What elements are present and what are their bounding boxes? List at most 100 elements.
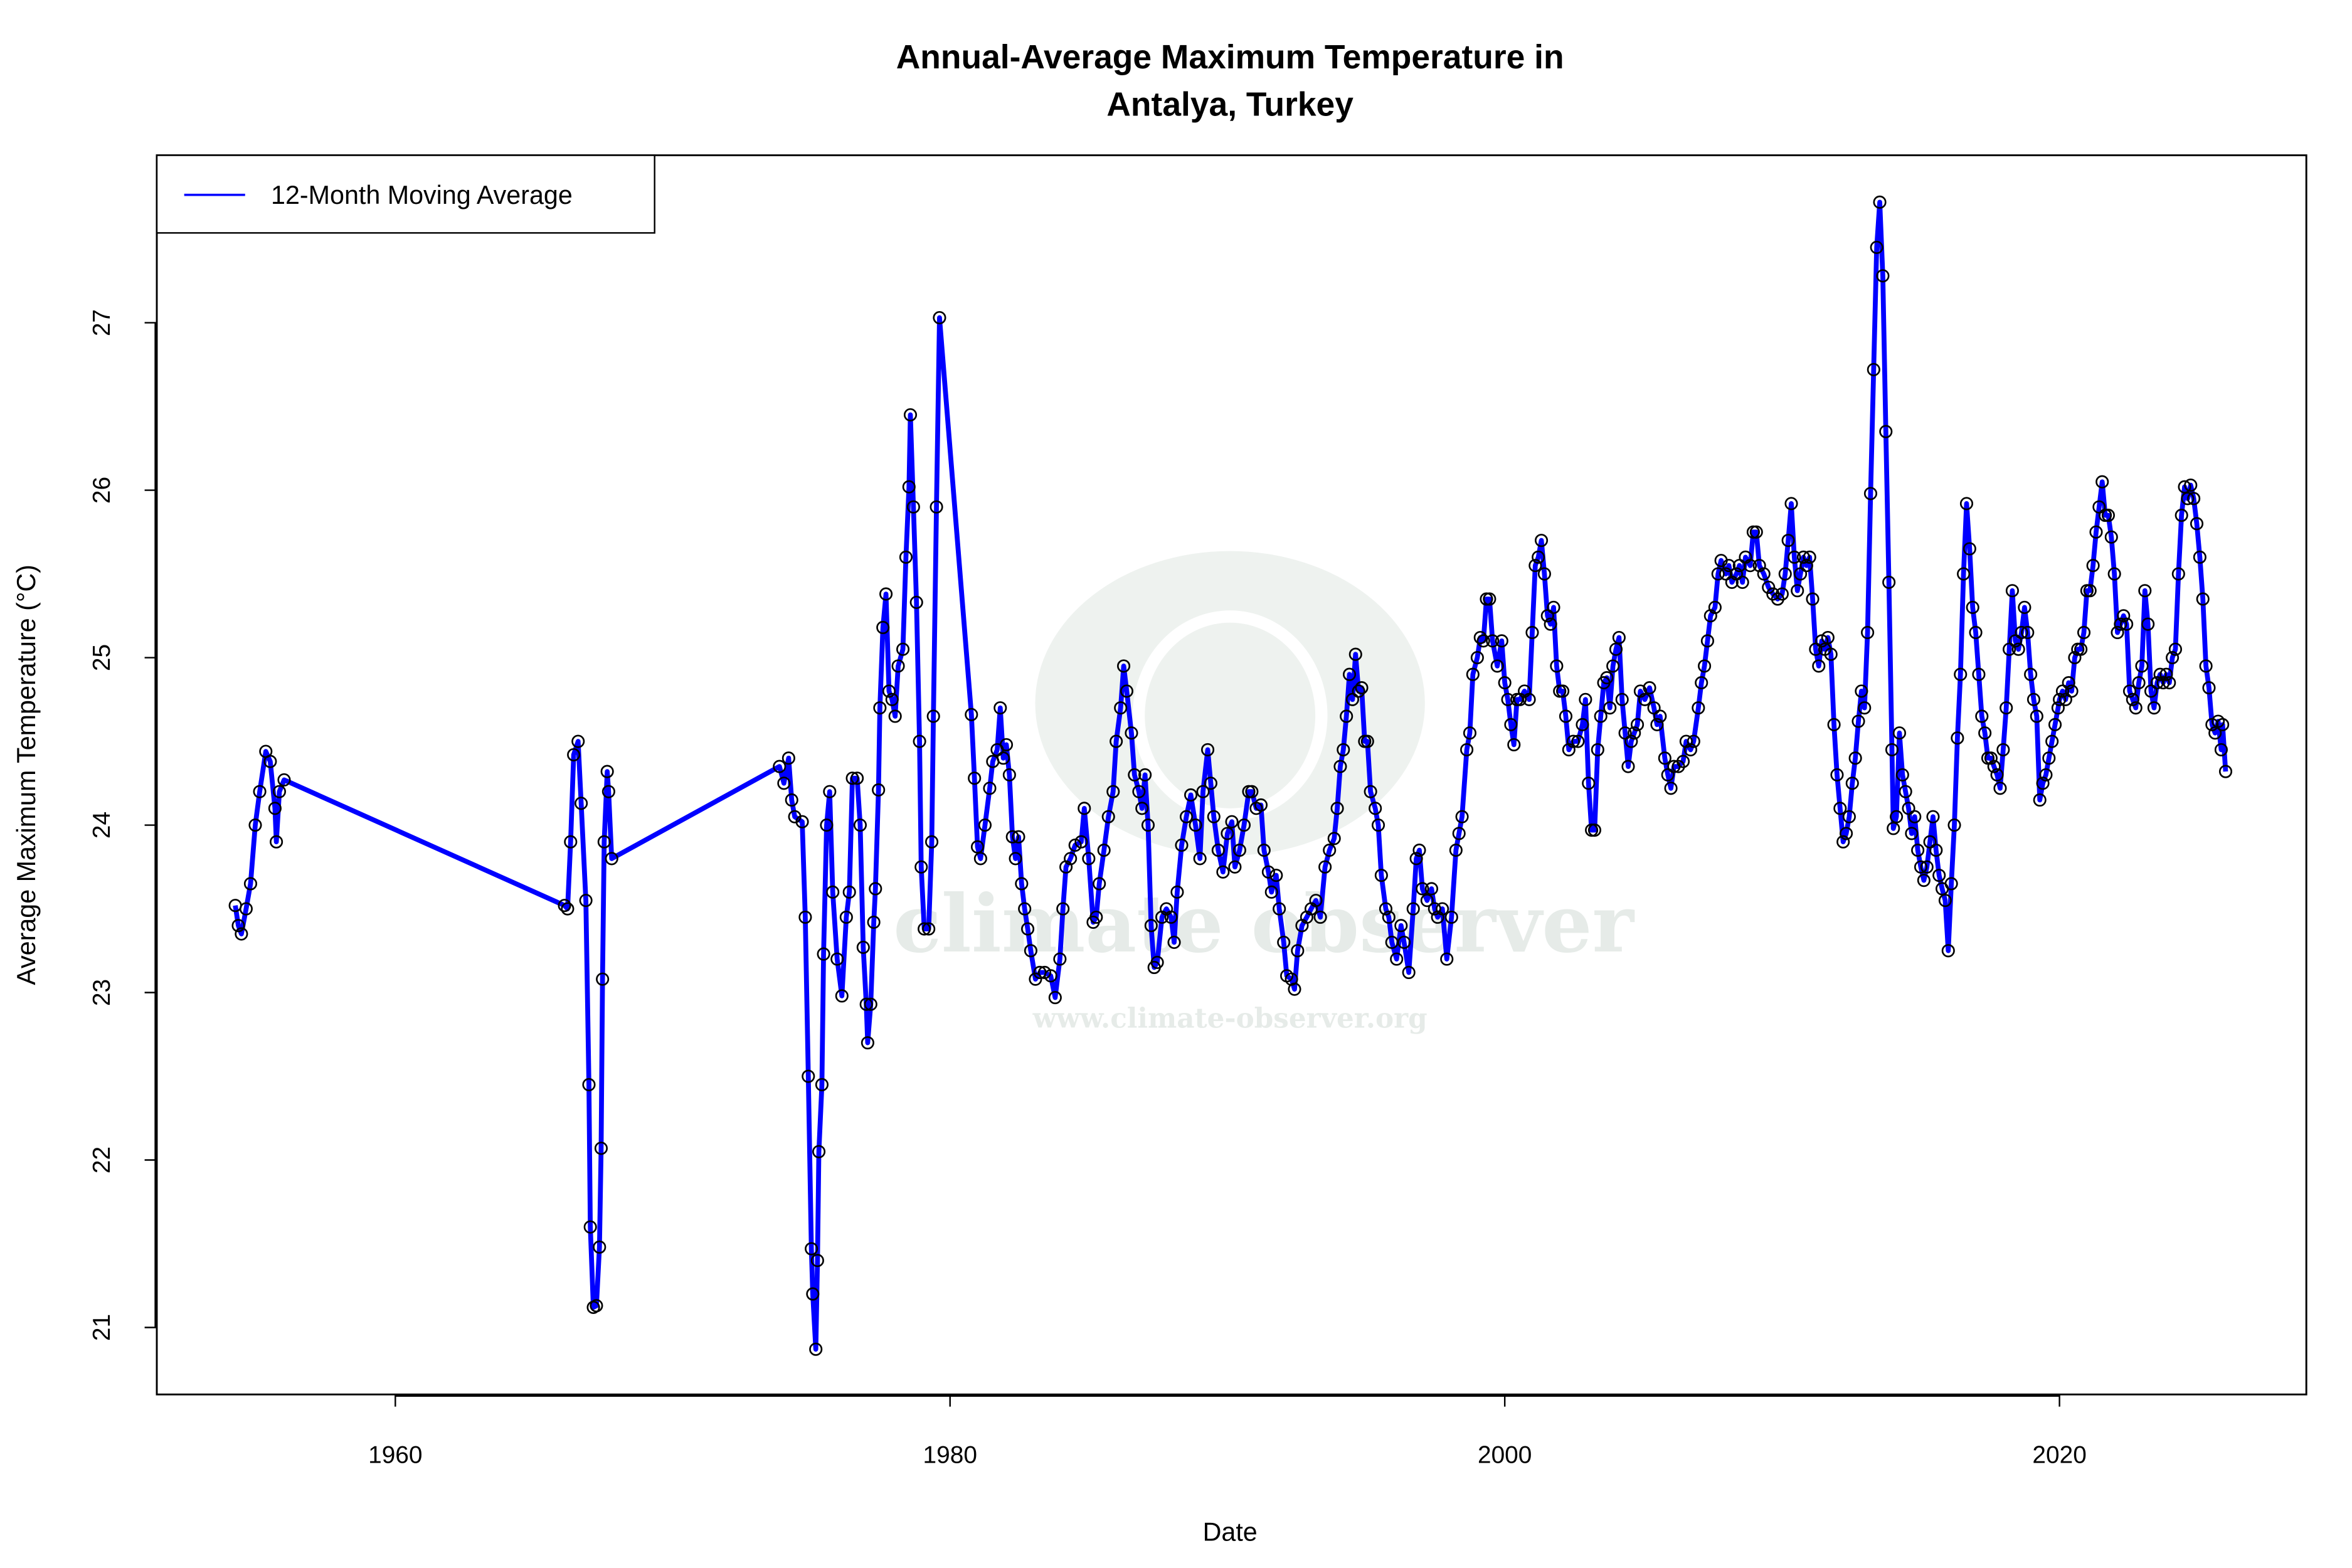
chart-title-line-1: Annual-Average Maximum Temperature in [896,39,1564,76]
data-point [853,818,867,832]
data-point [1870,240,1883,254]
data-point [558,899,571,913]
data-point [1216,865,1230,879]
data-point [1473,630,1487,645]
data-point [1264,885,1278,899]
data-point [1833,802,1847,815]
data-point [922,922,936,936]
data-point [601,785,615,798]
data-point [1132,785,1146,798]
data-point [2021,625,2035,640]
data-point [2199,659,2213,673]
y-tick-label: 21 [88,1314,115,1341]
plot-area [228,195,2233,1356]
data-point [1951,731,1964,745]
data-point [973,852,987,866]
data-point [1650,718,1664,731]
data-point [567,748,581,761]
data-point [1757,567,1771,581]
data-point [918,922,931,936]
data-point [1170,885,1184,899]
data-point [1618,726,1632,740]
data-point [903,408,918,421]
data-point [2175,509,2188,522]
data-point [1743,559,1757,573]
data-point [2163,676,2176,690]
data-point [805,1242,818,1256]
data-point [2074,642,2088,656]
chart-title-line-2: Antalya, Turkey [1106,86,1353,123]
data-point [1424,882,1438,896]
data-point [1093,877,1106,891]
data-point [2166,650,2180,665]
data-point [1612,630,1626,645]
data-point [575,797,588,810]
data-point [1348,647,1362,661]
data-point [1923,835,1937,849]
data-point [1167,935,1181,949]
data-point [2089,525,2103,539]
data-point [913,734,926,748]
data-point [993,701,1007,715]
data-point [1799,559,1813,573]
data-point [1141,818,1155,832]
data-point [2193,550,2206,564]
data-point [277,773,291,787]
data-point [1947,818,1961,832]
data-point [1638,692,1652,706]
data-point [1522,692,1536,706]
data-point [2147,701,2161,715]
data-point [2045,734,2059,748]
data-point [1582,776,1596,790]
data-point [2055,684,2070,698]
data-point [773,760,787,773]
data-point [590,1299,603,1313]
data-point [999,738,1014,751]
legend: 12-Month Moving Average [156,154,655,234]
data-point [2077,625,2091,640]
data-point [1015,877,1029,891]
data-point [1842,810,1856,824]
data-point [1470,650,1484,665]
data-point [1975,709,1989,723]
data-point [263,755,277,768]
data-point [2092,500,2106,514]
y-tick-label: 24 [88,812,115,839]
data-point [896,642,910,656]
data-point [1556,684,1570,698]
data-point [1409,852,1423,866]
data-point [970,840,985,854]
data-point [820,818,834,832]
data-point [1830,768,1844,781]
data-point [1074,835,1088,849]
data-point [1117,659,1131,673]
data-point [1851,714,1865,728]
data-point [2178,480,2191,494]
data-point [272,785,287,798]
data-point [2216,718,2230,731]
data-point [605,852,618,866]
data-point [248,818,262,832]
data-point [1106,785,1120,798]
data-point [1232,844,1246,857]
data-point [817,947,830,961]
data-point [2065,684,2079,698]
data-point [1097,844,1111,857]
data-point [1591,743,1604,756]
data-point [1887,822,1900,835]
data-point [1547,600,1560,615]
data-point [1892,726,1907,740]
data-point [1895,768,1909,781]
data-point [842,885,856,899]
data-point [1402,965,1416,980]
data-point [1440,952,1454,966]
data-point [2107,567,2121,581]
data-point [978,818,992,832]
data-point [891,659,905,673]
data-point [1342,667,1357,681]
data-point [1330,802,1344,815]
data-point [888,709,902,723]
data-point [2141,617,2155,631]
data-point [1695,676,1708,690]
data-point [1926,810,1940,824]
